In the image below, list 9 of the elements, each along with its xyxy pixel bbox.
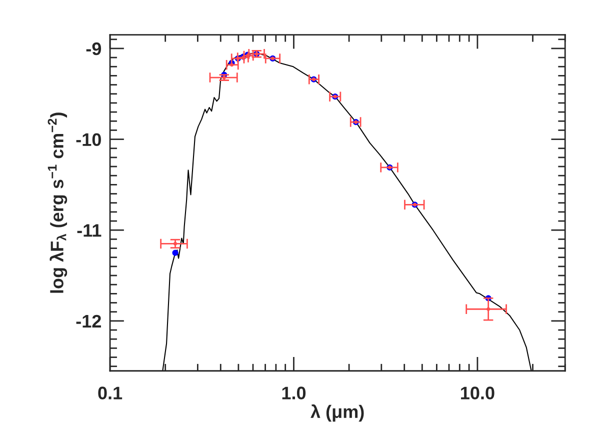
y-tick-label: -10: [76, 133, 101, 146]
x-tick-label: 1.0: [282, 386, 306, 400]
x-axis-title: λ (μm): [310, 404, 364, 422]
y-tick-label: -9: [86, 42, 102, 56]
x-tick-label: 10.0: [461, 386, 494, 400]
y-tick-label: -12: [76, 314, 101, 328]
x-tick-label: 0.1: [98, 386, 122, 400]
y-tick-label: -11: [77, 224, 102, 237]
y-axis-title: log λF$_{λ}$ (erg s$^{−1}$ cm$^{−2}$): [48, 112, 68, 293]
